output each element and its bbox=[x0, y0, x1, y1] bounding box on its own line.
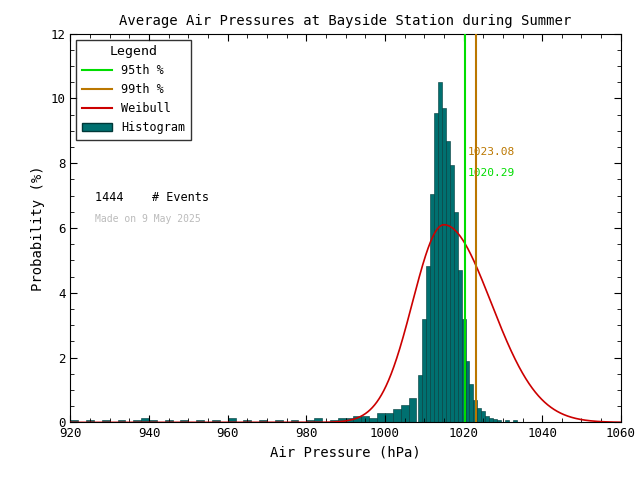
Bar bbox=[118, 420, 125, 422]
Bar bbox=[212, 420, 220, 422]
Bar bbox=[485, 416, 489, 422]
Bar bbox=[505, 420, 509, 422]
Bar bbox=[458, 270, 461, 422]
Bar bbox=[513, 420, 516, 422]
Bar bbox=[369, 418, 377, 422]
Bar bbox=[434, 113, 438, 422]
Bar bbox=[426, 265, 430, 422]
Bar bbox=[385, 413, 393, 422]
Bar bbox=[228, 418, 236, 422]
Bar bbox=[442, 108, 446, 422]
Bar bbox=[141, 418, 149, 422]
Bar bbox=[446, 141, 450, 422]
Bar bbox=[422, 319, 426, 422]
Bar bbox=[401, 405, 408, 422]
Text: Made on 9 May 2025: Made on 9 May 2025 bbox=[95, 215, 201, 224]
Text: 1020.29: 1020.29 bbox=[468, 168, 515, 178]
Bar bbox=[493, 419, 497, 422]
Bar bbox=[461, 319, 465, 422]
Bar bbox=[438, 82, 442, 422]
Bar bbox=[489, 418, 493, 422]
Bar bbox=[346, 418, 353, 422]
Text: 1444    # Events: 1444 # Events bbox=[95, 191, 209, 204]
Bar bbox=[291, 420, 298, 422]
X-axis label: Air Pressure (hPa): Air Pressure (hPa) bbox=[270, 446, 421, 460]
Bar bbox=[477, 408, 481, 422]
Bar bbox=[180, 420, 188, 422]
Title: Average Air Pressures at Bayside Station during Summer: Average Air Pressures at Bayside Station… bbox=[120, 14, 572, 28]
Bar bbox=[164, 420, 173, 422]
Bar bbox=[133, 420, 141, 422]
Bar bbox=[419, 375, 422, 422]
Bar bbox=[430, 193, 434, 422]
Bar bbox=[454, 212, 458, 422]
Bar bbox=[314, 418, 322, 422]
Bar bbox=[408, 398, 417, 422]
Bar bbox=[243, 420, 252, 422]
Bar bbox=[474, 400, 477, 422]
Bar bbox=[70, 420, 78, 422]
Bar bbox=[259, 420, 267, 422]
Bar bbox=[338, 418, 346, 422]
Legend: 95th %, 99th %, Weibull, Histogram: 95th %, 99th %, Weibull, Histogram bbox=[76, 39, 191, 140]
Bar bbox=[377, 413, 385, 422]
Bar bbox=[149, 420, 157, 422]
Bar bbox=[196, 420, 204, 422]
Bar bbox=[497, 420, 501, 422]
Bar bbox=[330, 420, 338, 422]
Bar bbox=[353, 416, 362, 422]
Bar bbox=[450, 165, 454, 422]
Bar bbox=[362, 416, 369, 422]
Bar bbox=[393, 409, 401, 422]
Bar bbox=[307, 420, 314, 422]
Bar bbox=[102, 420, 109, 422]
Bar bbox=[469, 384, 474, 422]
Bar bbox=[275, 420, 283, 422]
Bar bbox=[86, 420, 94, 422]
Y-axis label: Probability (%): Probability (%) bbox=[31, 165, 45, 291]
Bar bbox=[481, 411, 485, 422]
Bar bbox=[465, 361, 469, 422]
Text: 1023.08: 1023.08 bbox=[468, 147, 515, 157]
